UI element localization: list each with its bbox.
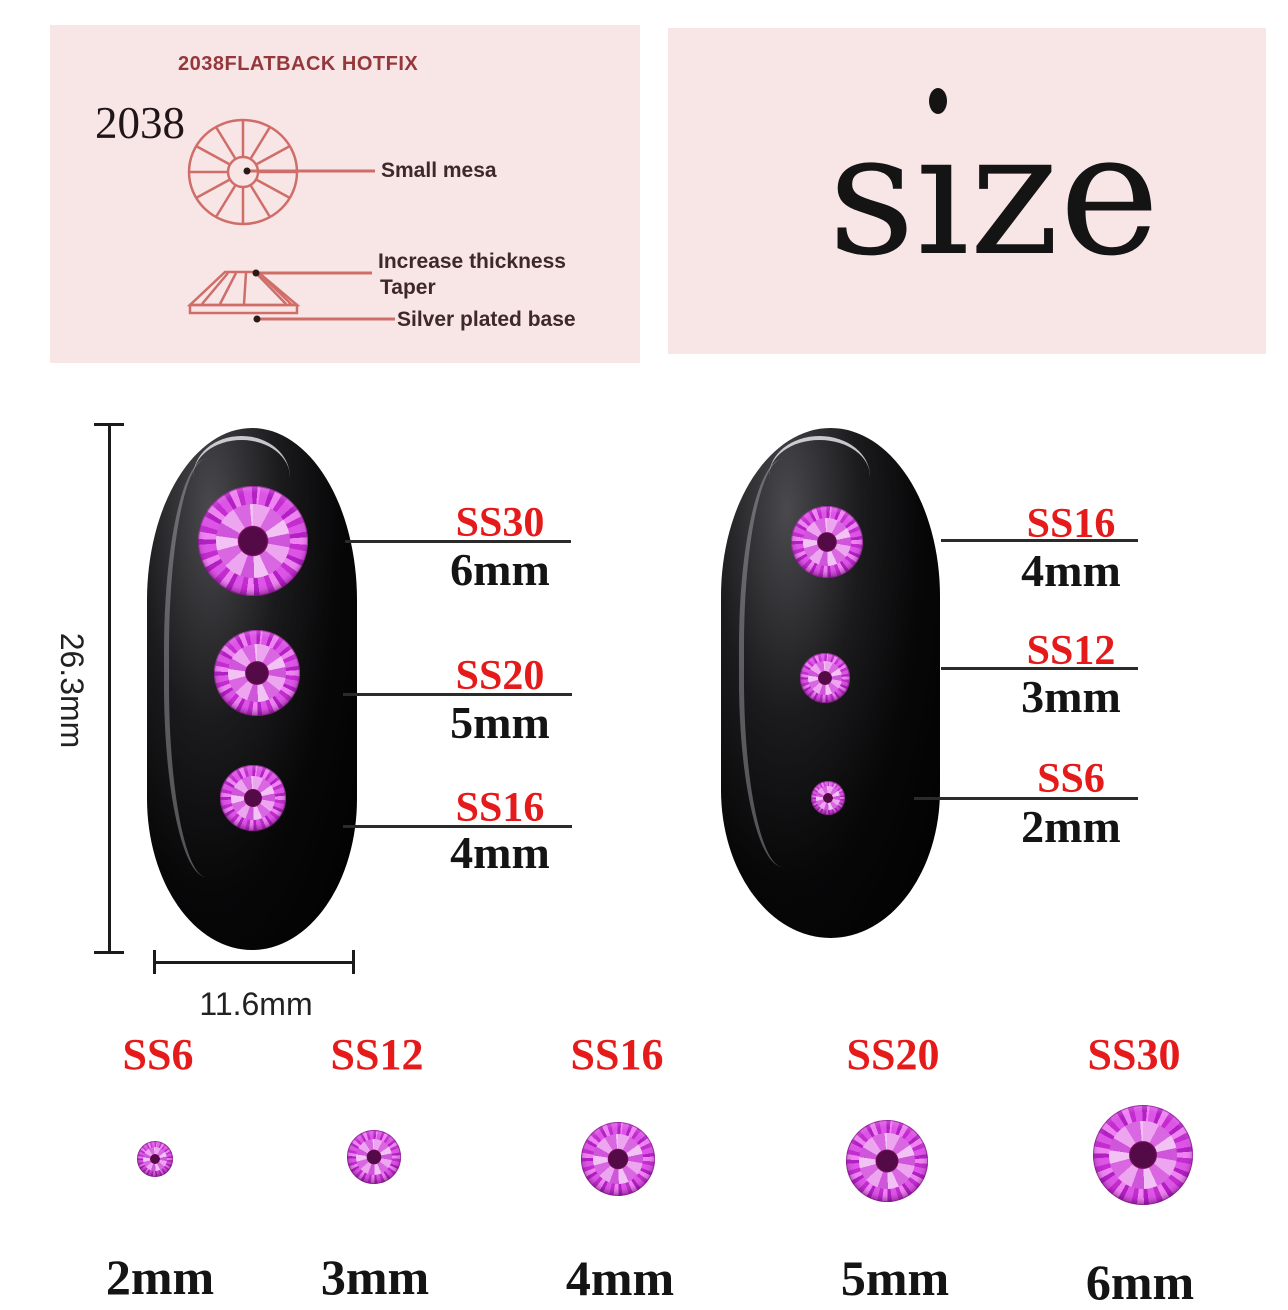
callout-ss20: SS20 [455,653,545,699]
leader-line [345,540,571,543]
nail-width-value: 11.6mm [199,986,313,1022]
callout-silver-base: Silver plated base [397,308,576,331]
chart-value-3mm: 3mm [320,1249,430,1305]
gem-ss30 [198,486,308,596]
callout-4mm: 4mm [1021,545,1121,596]
side-view-diagram [186,270,395,321]
height-measure-line [108,424,111,954]
chart-label-ss6: SS6 [122,1030,194,1079]
callout-ss30: SS30 [455,500,545,546]
chart-label-ss12: SS12 [330,1030,424,1079]
gem-ss16 [791,506,863,578]
leader-line [343,693,572,696]
gem-ss6 [811,781,845,815]
chart-label-ss30: SS30 [1087,1030,1181,1079]
width-measure-cap-right [352,950,355,974]
callout-ss6: SS6 [1037,756,1105,802]
model-number: 2038 [95,98,185,148]
leader-line [914,797,1138,800]
leader-line [941,539,1138,542]
nail-height-value: 26.3mm [54,632,90,749]
callout-small-mesa: Small mesa [381,159,497,182]
chart-gem-ss6 [137,1141,173,1177]
chart-value-4mm: 4mm [565,1250,675,1306]
height-measure-cap-bottom [94,951,124,954]
gem-ss12 [800,653,850,703]
callout-5mm: 5mm [450,697,550,748]
mesa-pointer-dot [243,167,251,175]
chart-gem-ss30 [1093,1105,1193,1205]
height-measure-cap-top [94,423,124,426]
callout-taper: Taper [380,276,436,299]
nail-highlight [163,459,249,877]
gem-ss20 [214,630,300,716]
gem-ss16 [220,765,286,831]
leader-line [941,667,1138,670]
chart-label-ss20: SS20 [846,1030,940,1079]
width-measure-cap-left [153,950,156,974]
nail-highlight [769,436,870,517]
top-view-diagram [187,118,375,226]
chart-value-2mm: 2mm [105,1249,215,1305]
size-heading: sıze [828,96,1160,294]
callout-ss16: SS16 [1026,501,1116,547]
flatback-diagram-panel: 2038FLATBACK HOTFIX 2038 Small mesa Incr… [50,25,640,363]
callout-6mm: 6mm [450,544,550,595]
leader-line [343,825,572,828]
base-pointer-dot [253,315,261,323]
size-heading-panel: sıze [668,28,1266,354]
nail-highlight [738,458,827,867]
chart-value-6mm: 6mm [1085,1254,1195,1310]
chart-gem-ss12 [347,1130,401,1184]
callout-ss16: SS16 [455,785,545,831]
nail-highlight [193,436,290,518]
chart-label-ss16: SS16 [570,1030,664,1079]
rhinestone-technical-drawing [186,118,395,323]
width-measure-line [155,961,355,964]
thickness-pointer-dot [252,269,260,277]
chart-gem-ss16 [581,1122,655,1196]
callout-4mm: 4mm [450,827,550,878]
size-dot-icon [929,88,947,114]
callout-2mm: 2mm [1021,801,1121,852]
chart-gem-ss20 [846,1120,928,1202]
callout-ss12: SS12 [1026,628,1116,674]
panel-title: 2038FLATBACK HOTFIX [178,53,419,75]
chart-value-5mm: 5mm [840,1250,950,1306]
callout-increase-thickness: Increase thickness [378,250,566,273]
callout-3mm: 3mm [1021,671,1121,722]
